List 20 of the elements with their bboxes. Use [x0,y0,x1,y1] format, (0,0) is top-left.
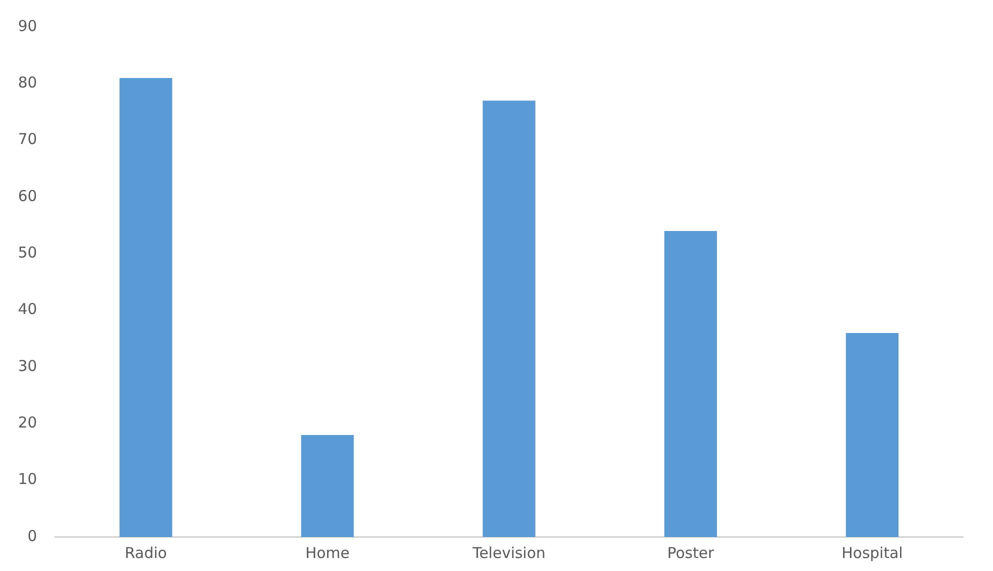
y-tick-label: 30 [18,356,38,375]
x-tick-label: Radio [124,544,167,562]
y-tick-label: 70 [18,130,38,148]
y-tick-label: 60 [18,186,38,205]
y-tick-label: 0 [28,526,38,545]
y-tick-label: 20 [18,414,38,432]
x-tick-label: Television [472,544,546,562]
x-tick-label: Hospital [842,544,903,562]
bar [846,333,899,537]
bar [301,435,354,537]
y-tick-label: 90 [18,16,38,35]
x-tick-label: Poster [667,544,715,562]
y-tick-label: 50 [18,244,38,262]
bar [482,100,536,537]
bar [664,231,717,537]
y-tick-label: 10 [18,470,38,488]
y-tick-label: 40 [18,300,38,318]
y-tick-label: 80 [18,74,38,92]
x-tick-label: Home [305,544,350,562]
bar [120,78,172,537]
